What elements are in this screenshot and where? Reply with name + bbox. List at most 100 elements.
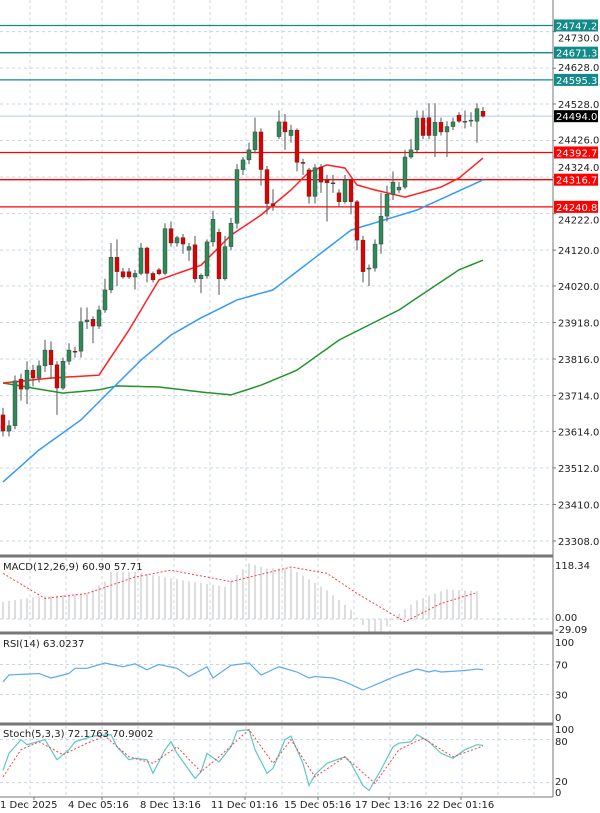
rsi-tick-label: 0 [555,713,561,724]
current-price-label-bg [554,110,598,123]
candle-bearish [30,369,36,379]
candle-bearish [306,169,312,197]
candle-bearish [54,364,60,389]
candle-bullish [210,219,216,243]
price-panel[interactable] [0,24,553,483]
price-tick-label: 24528.0 [558,100,599,111]
rsi-tick-label: 100 [555,638,574,649]
candle-bullish [312,167,318,197]
candle-bullish [102,289,108,311]
candle-bullish [408,149,414,158]
candle-bullish [174,237,180,244]
candle-bullish [396,186,402,191]
candle-bullish [414,117,420,151]
candle-bullish [162,228,168,274]
candle-bullish [96,309,102,327]
candle-bullish [42,349,48,367]
candle-bullish [252,131,258,151]
candle-bullish [390,181,396,195]
candle-bullish [432,122,438,136]
price-tick-label: 24120.0 [558,246,599,257]
price-tick-label: 24324.0 [558,163,599,174]
candle-bearish [120,271,126,278]
candle-bearish [180,237,186,245]
candle-bearish [282,121,288,133]
candle-bearish [264,169,270,204]
candle-bearish [72,350,78,353]
candle-bearish [216,232,222,280]
candle-bullish [462,120,468,123]
macd-tick-label: -29.09 [555,625,587,636]
candle-bullish [234,169,240,224]
stoch-label: Stoch(5,3,3) 72.1763 70.9002 [3,729,154,740]
candle-bullish [342,179,348,202]
candle-bearish [294,129,300,163]
level-label-bg [554,73,598,86]
stoch-tick-label: 20 [555,777,568,788]
rsi-panel[interactable] [2,662,484,691]
candle-bearish [18,378,24,390]
ma-slow-line [2,259,484,396]
level-label: 24671.3 [556,49,597,60]
time-tick-label: 11 Dec 01:16 [211,800,278,811]
level-label-bg [554,173,598,186]
candle-bullish [384,194,390,217]
candle-bullish [450,121,456,127]
stoch-main-line [2,728,484,792]
ma-mid-line [2,179,484,483]
candle-bullish [246,149,252,161]
candle-bearish [0,414,6,432]
rsi-tick-label: 70 [555,661,568,672]
candle-bearish [324,179,330,184]
candle-bearish [456,114,462,122]
candle-bearish [318,166,324,183]
candle-bearish [144,247,150,274]
stoch-tick-label: 100 [555,725,574,736]
price-tick-label: 23816.0 [558,355,599,366]
candle-bearish [168,228,174,244]
stochastic-panel[interactable] [2,728,484,792]
candle-bullish [186,246,192,251]
candle-bearish [426,117,432,136]
time-tick-label: 17 Dec 13:16 [355,800,422,811]
candle-bullish [276,121,282,137]
level-label-bg [554,146,598,159]
candle-bearish [348,179,354,202]
candle-bullish [474,108,480,122]
price-tick-label: 24222.0 [558,216,599,227]
candle-bullish [204,241,210,277]
time-tick-label: 15 Dec 05:16 [284,800,351,811]
candle-bullish [228,223,234,247]
candle-bearish [150,273,156,281]
candle-bearish [192,244,198,280]
price-tick-label: 23918.0 [558,319,599,330]
macd-signal-line [2,566,478,623]
candle-bullish [138,247,144,274]
macd-panel[interactable] [2,563,478,633]
stoch-separator [0,722,553,726]
time-tick-label: 8 Dec 13:16 [140,800,201,811]
macd-tick-label: 118.34 [555,561,590,572]
candle-bearish [114,257,120,272]
candle-bullish [36,365,42,379]
price-tick-label: 24426.0 [558,136,599,147]
candle-bullish [132,273,138,278]
candle-bearish [438,122,444,133]
level-label: 24595.3 [556,76,597,87]
candle-bearish [90,319,96,327]
candle-bearish [336,192,342,202]
level-label: 24240.8 [556,203,597,214]
time-tick-label: 4 Dec 05:16 [68,800,129,811]
time-tick-label: 22 Dec 01:16 [427,800,494,811]
candle-bullish [198,275,204,280]
stoch-tick-label: 0 [555,788,561,799]
candle-bullish [12,380,18,426]
candle-bullish [108,257,114,291]
candle-bearish [480,110,486,117]
candle-bullish [372,243,378,269]
macd-label: MACD(12,26,9) 60.90 57.71 [3,562,143,573]
candle-bullish [240,159,246,170]
candle-bullish [222,246,228,280]
price-tick-label: 24020.0 [558,282,599,293]
